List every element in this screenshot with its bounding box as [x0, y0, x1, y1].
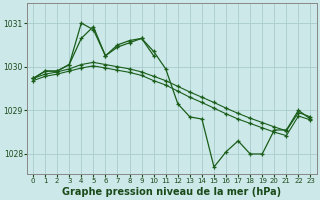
- X-axis label: Graphe pression niveau de la mer (hPa): Graphe pression niveau de la mer (hPa): [62, 187, 281, 197]
